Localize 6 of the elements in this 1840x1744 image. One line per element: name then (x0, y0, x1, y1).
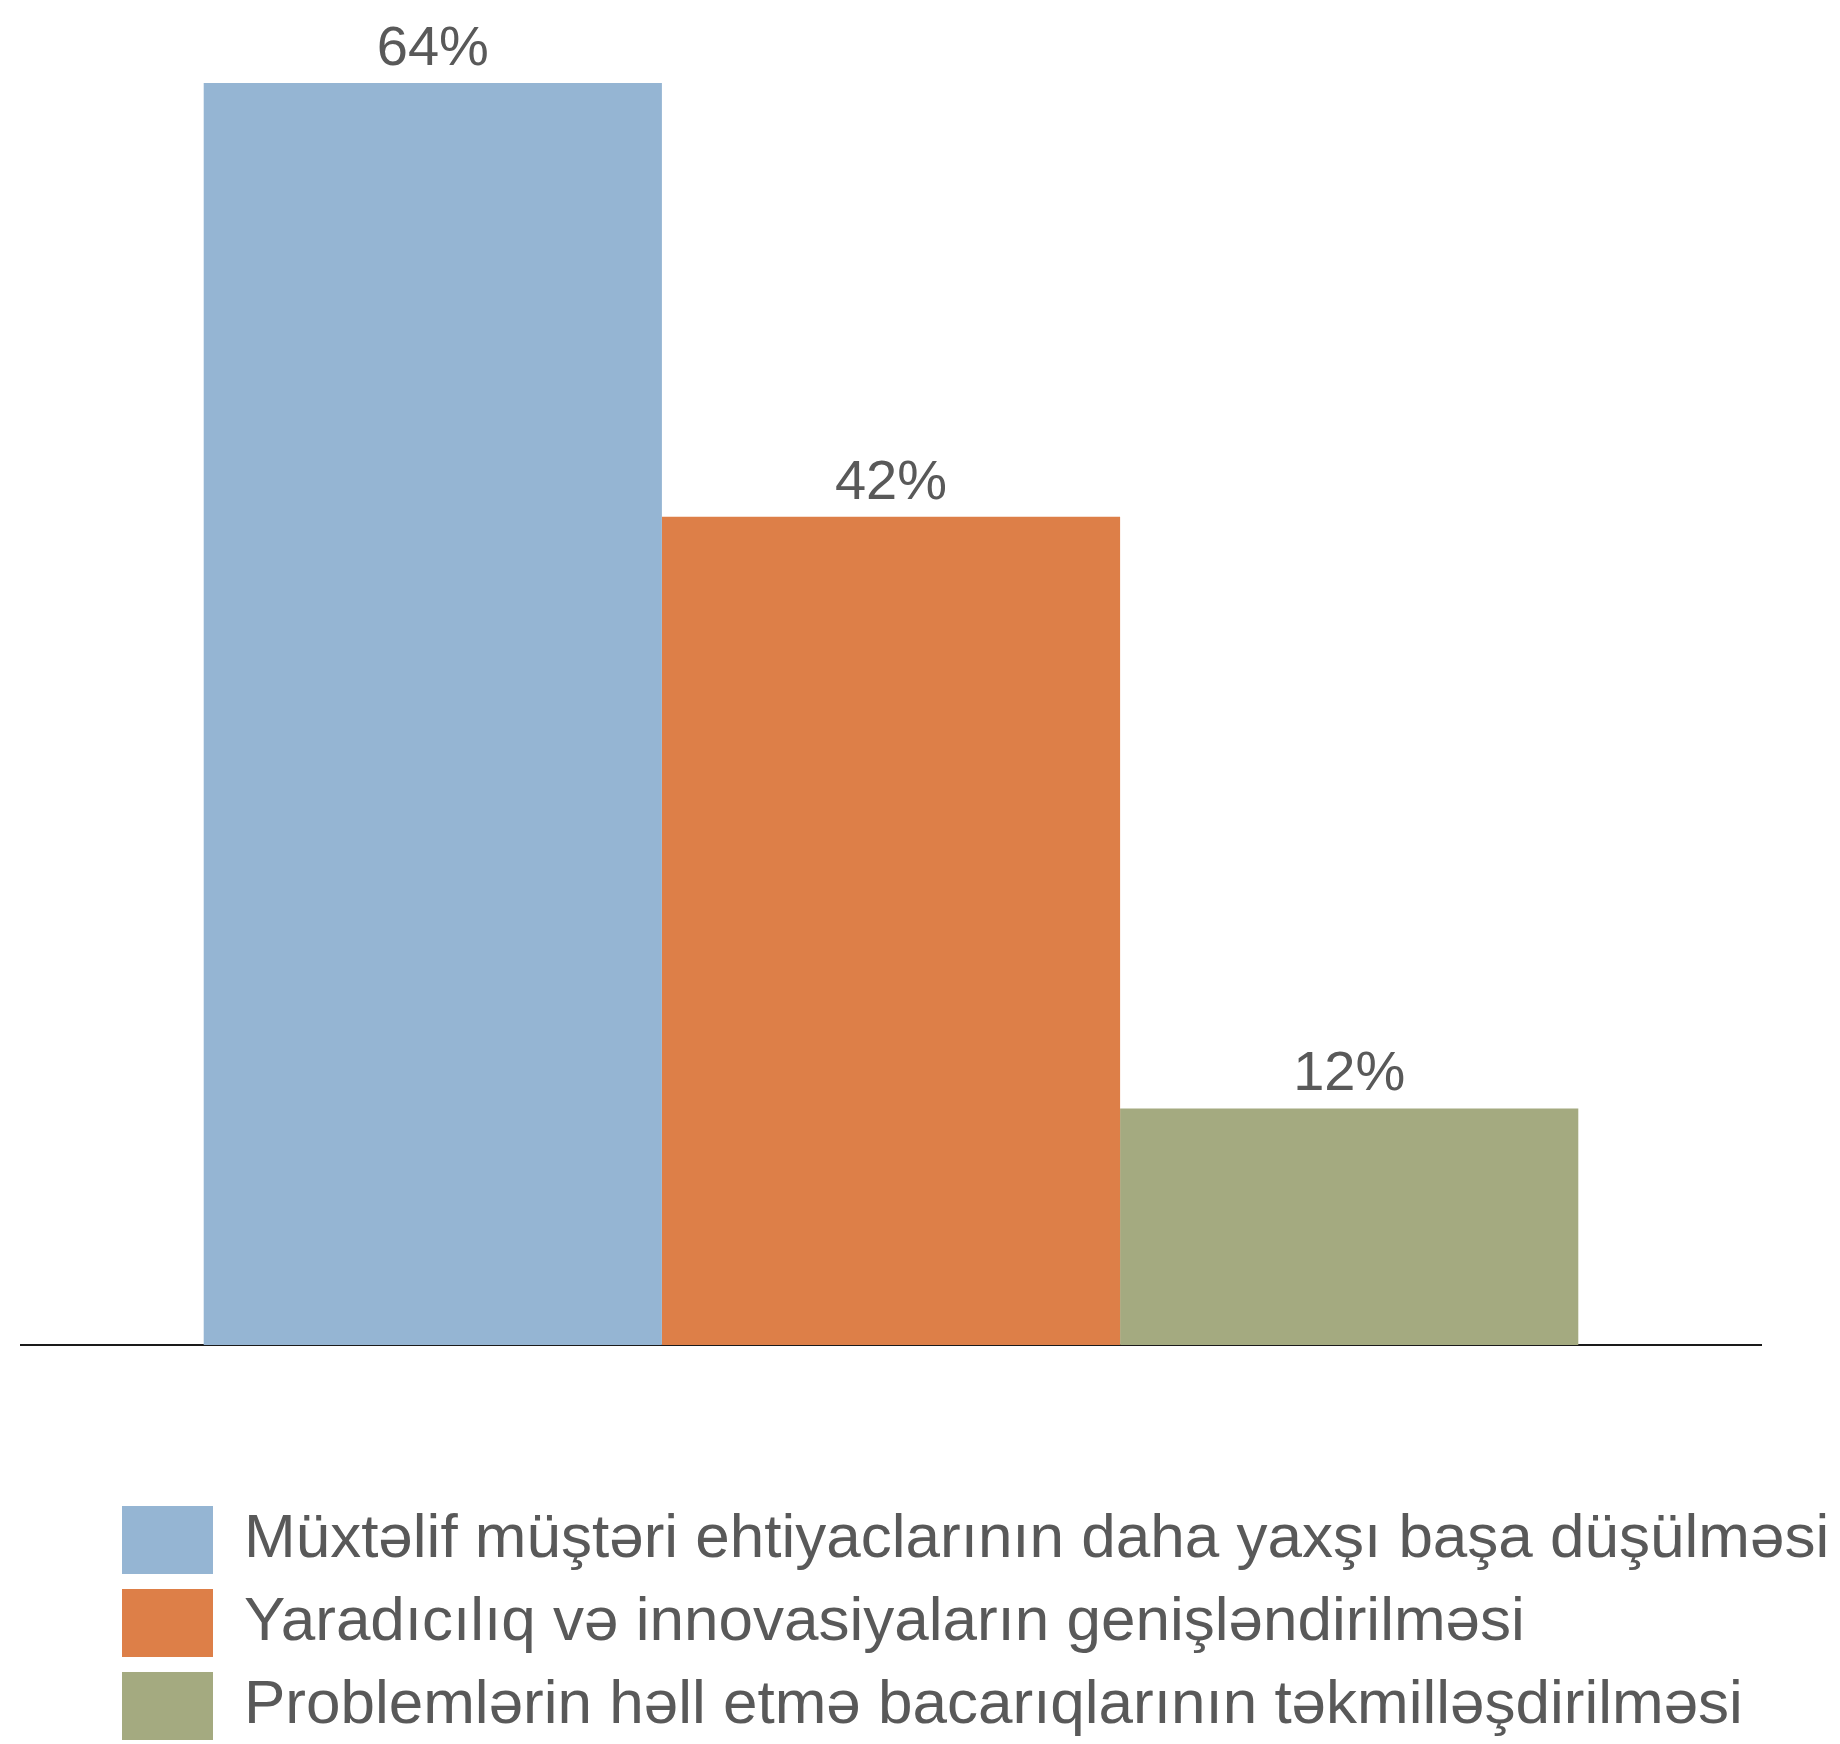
data-label: 64% (376, 14, 489, 77)
data-label: 12% (1293, 1039, 1406, 1103)
data-label: 42% (834, 447, 948, 511)
legend-label: Müxtəlif müştəri ehtiyaclarının daha yaxşı başa düşülməsi (244, 1501, 1830, 1571)
legend-label: Problemlərin həll etmə bacarıqlarının təkmilləşdirilməsi (244, 1667, 1743, 1737)
legend-label: Yaradıcılıq və innovasiyaların genişləndirilməsi (244, 1584, 1525, 1654)
